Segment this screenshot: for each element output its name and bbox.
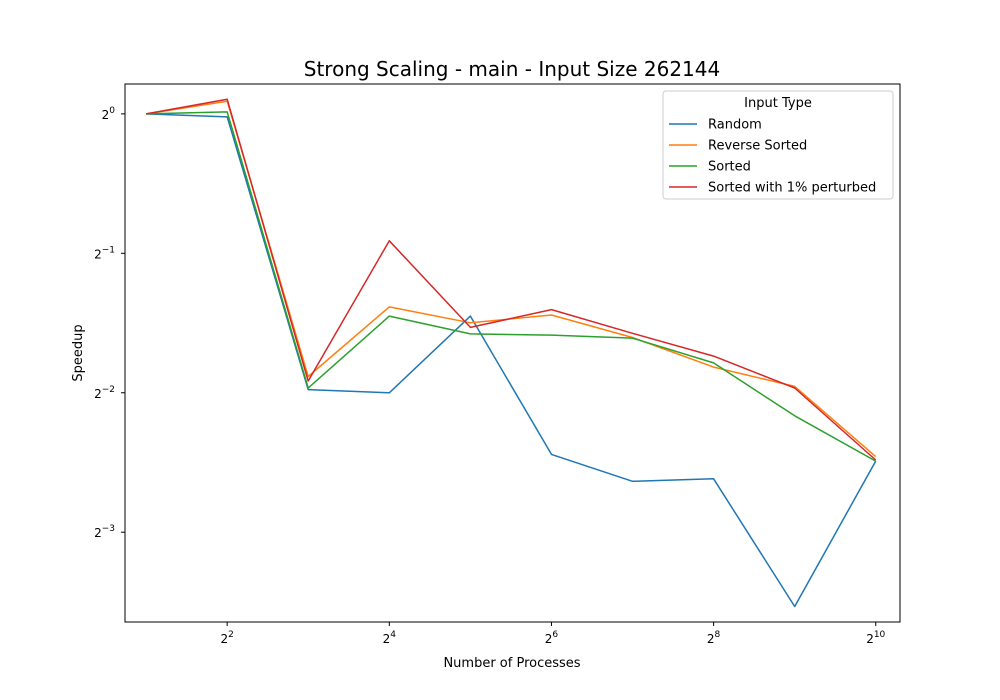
plot-frame bbox=[124, 83, 901, 623]
y-axis-label: Speedup bbox=[71, 324, 86, 381]
chart-title: Strong Scaling - main - Input Size 26214… bbox=[304, 57, 720, 81]
legend-label-2: Sorted bbox=[708, 160, 751, 175]
x-tick-label-0: 22 bbox=[220, 630, 233, 646]
series-line-0 bbox=[146, 113, 877, 608]
legend-box bbox=[662, 90, 894, 200]
series-line-3 bbox=[145, 98, 877, 461]
plot-area bbox=[145, 98, 877, 608]
legend-label-3: Sorted with 1% perturbed bbox=[708, 181, 876, 196]
legend-label-1: Reverse Sorted bbox=[708, 139, 807, 154]
x-tick-label-4: 210 bbox=[866, 630, 885, 646]
y-tick-label-1: 2−1 bbox=[94, 245, 115, 261]
y-tick-label-0: 20 bbox=[102, 106, 116, 122]
legend-title: Input Type bbox=[744, 96, 812, 111]
x-tick-label-1: 24 bbox=[383, 630, 397, 646]
x-tick-label-2: 26 bbox=[545, 630, 559, 646]
x-tick-label-3: 28 bbox=[707, 630, 721, 646]
y-tick-label-2: 2−2 bbox=[94, 385, 115, 401]
legend-label-0: Random bbox=[708, 118, 762, 133]
legend: Input Type Random Reverse Sorted Sorted Sor… bbox=[662, 90, 894, 200]
y-axis-ticks: 20 2−1 2−2 2−3 bbox=[94, 106, 125, 540]
x-axis-ticks: 22 24 26 28 210 bbox=[220, 622, 886, 646]
y-tick-label-3: 2−3 bbox=[94, 524, 115, 540]
x-axis-label: Number of Processes bbox=[443, 656, 580, 671]
series-line-2 bbox=[146, 111, 877, 462]
legend-entries: Random Reverse Sorted Sorted Sorted with 1%… bbox=[669, 118, 876, 196]
